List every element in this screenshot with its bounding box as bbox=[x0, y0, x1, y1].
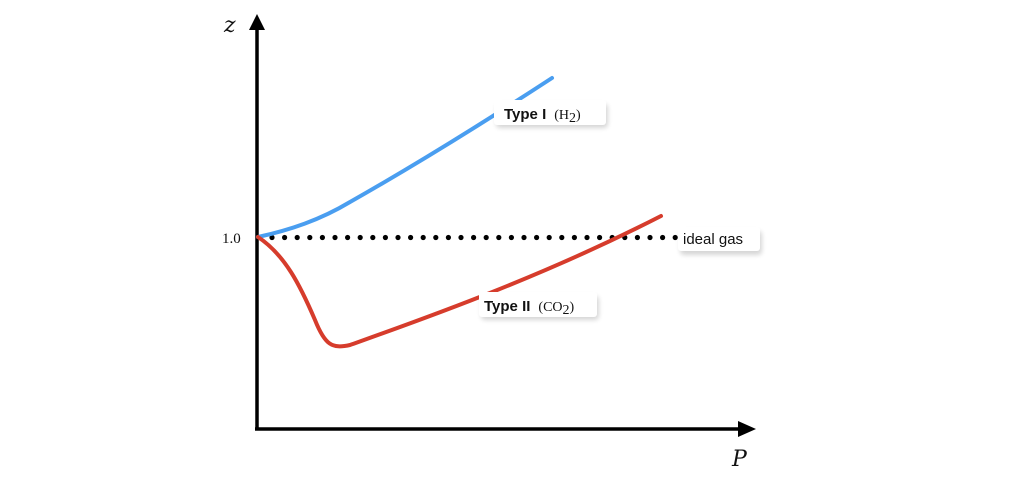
ideal-gas-dot bbox=[345, 234, 351, 241]
x-axis-arrow-icon bbox=[738, 421, 756, 437]
y-axis-arrow-icon bbox=[249, 14, 265, 30]
y-tick-label: 1.0 bbox=[222, 231, 241, 247]
svg-text:Type II (CO2): Type II (CO2) bbox=[484, 298, 575, 318]
ideal-gas-dot bbox=[357, 234, 363, 241]
ideal-gas-dot bbox=[597, 234, 603, 241]
ideal-gas-dot bbox=[458, 234, 464, 241]
ideal-gas-dot bbox=[546, 234, 552, 241]
y-axis-label: z bbox=[223, 13, 236, 38]
ideal-gas-dot bbox=[370, 234, 376, 241]
x-axis-label: P bbox=[731, 447, 748, 472]
ideal-gas-dot bbox=[483, 234, 489, 241]
ideal-gas-dot bbox=[672, 234, 678, 241]
ideal-gas-dot bbox=[660, 234, 666, 241]
ideal-gas-dot bbox=[584, 234, 590, 241]
ideal-gas-dot bbox=[634, 234, 641, 241]
ideal-gas-dot bbox=[534, 234, 540, 241]
ideal-gas-line bbox=[269, 234, 678, 241]
svg-text:ideal gas: ideal gas bbox=[683, 231, 743, 248]
ideal-gas-dot bbox=[571, 234, 578, 241]
ideal-gas-dot bbox=[647, 234, 653, 241]
ideal-gas-dot bbox=[471, 234, 477, 241]
ideal-gas-dot bbox=[332, 234, 338, 241]
ideal-gas-dot bbox=[319, 234, 325, 241]
type2-curve bbox=[256, 214, 663, 349]
type2-label: Type II (CO2) bbox=[479, 292, 599, 320]
ideal-gas-dot bbox=[508, 234, 514, 241]
type1-label: Type I (H2) bbox=[494, 100, 608, 128]
ideal-gas-dot bbox=[496, 234, 502, 241]
ideal-gas-dot bbox=[382, 234, 388, 241]
ideal-gas-dot bbox=[269, 234, 275, 241]
ideal-gas-dot bbox=[408, 234, 414, 241]
ideal-gas-dot bbox=[307, 234, 313, 241]
ideal-gas-label: ideal gas bbox=[678, 227, 762, 255]
svg-text:Type I (H2): Type I (H2) bbox=[504, 106, 581, 126]
ideal-gas-dot bbox=[282, 234, 288, 241]
ideal-gas-dot bbox=[559, 234, 565, 241]
ideal-gas-dot bbox=[294, 234, 300, 241]
ideal-gas-dot bbox=[445, 234, 451, 241]
ideal-gas-dot bbox=[521, 234, 527, 241]
ideal-gas-dot bbox=[395, 234, 401, 241]
ideal-gas-dot bbox=[433, 234, 439, 241]
ideal-gas-dot bbox=[420, 234, 426, 241]
